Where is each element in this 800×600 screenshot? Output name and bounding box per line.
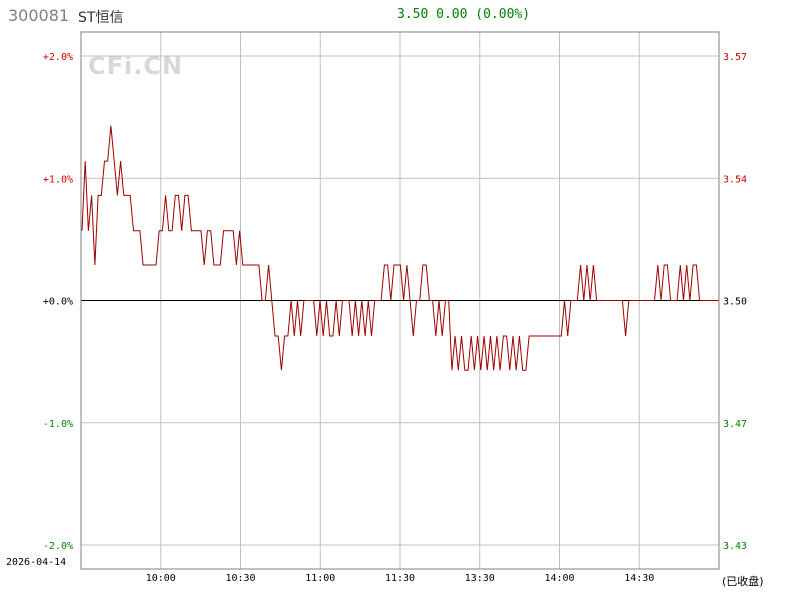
x-axis-time: 10:00 10:30 11:00 11:30 13:30 14:00 14:30 xyxy=(146,573,655,584)
y-tick-label-percent: -2.0% xyxy=(43,541,73,552)
x-tick-label: 10:30 xyxy=(225,573,255,584)
y-tick-label-price: 3.43 xyxy=(723,541,747,552)
y-tick-label-price: 3.50 xyxy=(723,297,747,308)
market-closed-note: (已收盘) xyxy=(722,575,764,588)
stock-code: 300081 xyxy=(8,6,70,25)
price-line xyxy=(81,125,706,371)
x-tick-label: 11:00 xyxy=(305,573,335,584)
y-tick-label-percent: +2.0% xyxy=(43,52,73,63)
x-tick-label: 14:00 xyxy=(544,573,574,584)
plot-frame xyxy=(80,31,720,570)
y-tick-label-percent: +1.0% xyxy=(43,174,73,185)
x-tick-label: 10:00 xyxy=(146,573,176,584)
watermark-logo: CFi.CN xyxy=(88,52,184,80)
date-label: 2026-04-14 xyxy=(6,557,67,568)
series-layer xyxy=(81,125,719,371)
price-quote: 3.50 0.00 (0.00%) xyxy=(397,7,531,22)
y-tick-label-percent: -1.0% xyxy=(43,419,73,430)
right-axis-price: 3.57 3.54 3.50 3.47 3.43 xyxy=(723,52,747,552)
x-tick-label: 11:30 xyxy=(385,573,415,584)
x-tick-label: 14:30 xyxy=(624,573,654,584)
left-axis-percent: +2.0% +1.0% +0.0% -1.0% -2.0% xyxy=(43,52,73,552)
y-tick-label-price: 3.47 xyxy=(723,419,747,430)
x-tick-label: 13:30 xyxy=(465,573,495,584)
y-tick-label-price: 3.54 xyxy=(723,174,747,185)
stock-name: ST恒信 xyxy=(78,10,124,26)
y-tick-label-price: 3.57 xyxy=(723,52,747,63)
y-tick-label-percent: +0.0% xyxy=(43,297,73,308)
